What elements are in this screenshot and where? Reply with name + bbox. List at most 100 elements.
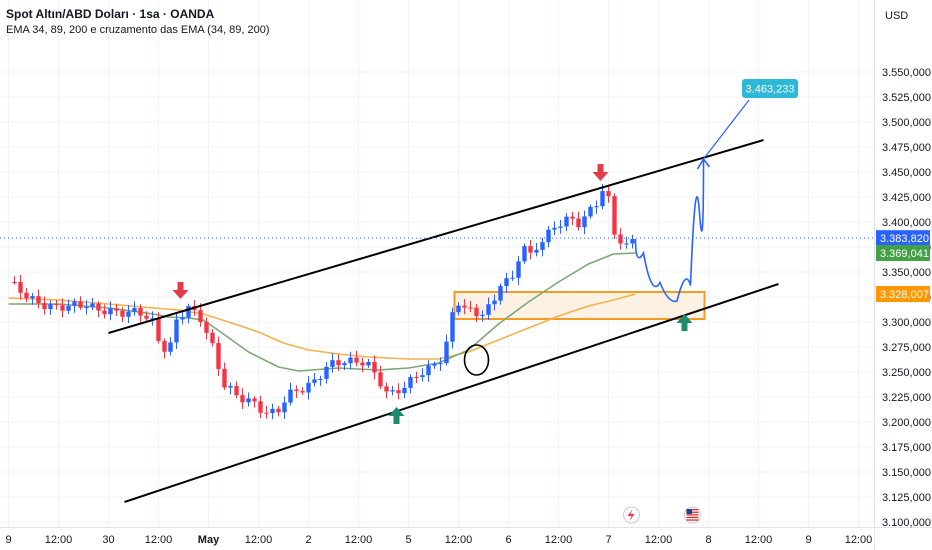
candle[interactable] bbox=[492, 300, 497, 305]
candle[interactable] bbox=[582, 216, 587, 228]
candle[interactable] bbox=[42, 303, 47, 310]
candle[interactable] bbox=[474, 307, 479, 316]
candle[interactable] bbox=[540, 242, 545, 250]
candle[interactable] bbox=[102, 310, 107, 315]
candle[interactable] bbox=[462, 305, 467, 308]
candle[interactable] bbox=[420, 375, 425, 378]
candle[interactable] bbox=[390, 390, 395, 392]
candle[interactable] bbox=[558, 226, 563, 228]
candle[interactable] bbox=[294, 389, 299, 392]
candle[interactable] bbox=[36, 296, 41, 304]
candle[interactable] bbox=[564, 216, 569, 227]
candle[interactable] bbox=[318, 378, 323, 380]
candle[interactable] bbox=[516, 261, 521, 278]
candle[interactable] bbox=[378, 372, 383, 387]
candle[interactable] bbox=[12, 282, 17, 283]
candle[interactable] bbox=[414, 377, 419, 379]
candle[interactable] bbox=[402, 387, 407, 394]
candle[interactable] bbox=[210, 332, 215, 344]
candle[interactable] bbox=[330, 360, 335, 367]
target-price-badge[interactable]: 3.463,233 bbox=[742, 79, 798, 98]
candle[interactable] bbox=[222, 368, 227, 388]
candle[interactable] bbox=[96, 303, 101, 311]
candle[interactable] bbox=[426, 365, 431, 376]
candle[interactable] bbox=[588, 206, 593, 217]
candle[interactable] bbox=[522, 246, 527, 262]
candle[interactable] bbox=[324, 366, 329, 379]
candle[interactable] bbox=[468, 307, 473, 309]
candle[interactable] bbox=[612, 196, 617, 235]
candle[interactable] bbox=[228, 386, 233, 388]
ema-cross-circle[interactable] bbox=[463, 344, 490, 376]
candle[interactable] bbox=[174, 319, 179, 343]
candle[interactable] bbox=[594, 206, 599, 208]
us-flag-icon[interactable] bbox=[684, 506, 701, 524]
candle[interactable] bbox=[600, 191, 605, 207]
candle[interactable] bbox=[246, 398, 251, 403]
time-axis[interactable]: 9 12:00 30 12:00 May 12:00 2 12:00 5 12:00 6 12:00 7… bbox=[5, 534, 872, 546]
candle[interactable] bbox=[216, 343, 221, 369]
candle[interactable] bbox=[354, 357, 359, 363]
support-zone[interactable] bbox=[453, 291, 706, 320]
candle[interactable] bbox=[432, 363, 437, 366]
candle[interactable] bbox=[348, 357, 353, 364]
candle[interactable] bbox=[528, 246, 533, 253]
candle[interactable] bbox=[276, 408, 281, 413]
candle[interactable] bbox=[156, 318, 161, 341]
candle[interactable] bbox=[282, 402, 287, 413]
candle[interactable] bbox=[450, 312, 455, 342]
candle[interactable] bbox=[18, 282, 23, 293]
symbol-title[interactable]: Spot Altın/ABD Doları · 1sa · OANDA bbox=[6, 7, 215, 21]
candle[interactable] bbox=[552, 227, 557, 230]
candle[interactable] bbox=[30, 296, 35, 299]
candle[interactable] bbox=[306, 382, 311, 393]
candle[interactable] bbox=[504, 278, 509, 286]
candle[interactable] bbox=[384, 386, 389, 392]
candle[interactable] bbox=[168, 342, 173, 352]
lightning-icon[interactable] bbox=[623, 506, 640, 524]
candle[interactable] bbox=[180, 317, 185, 320]
candle[interactable] bbox=[486, 304, 491, 315]
candle[interactable] bbox=[444, 341, 449, 364]
candle[interactable] bbox=[270, 408, 275, 414]
candle[interactable] bbox=[438, 363, 443, 365]
candle[interactable] bbox=[234, 386, 239, 396]
candle[interactable] bbox=[312, 379, 317, 383]
candle[interactable] bbox=[144, 315, 149, 319]
candle[interactable] bbox=[546, 229, 551, 243]
candle[interactable] bbox=[456, 305, 461, 313]
candle[interactable] bbox=[408, 377, 413, 388]
candle[interactable] bbox=[624, 243, 629, 245]
candle[interactable] bbox=[606, 191, 611, 197]
candle[interactable] bbox=[48, 304, 53, 310]
candle[interactable] bbox=[24, 292, 29, 299]
candle[interactable] bbox=[186, 306, 191, 318]
candle[interactable] bbox=[78, 301, 83, 308]
candle[interactable] bbox=[510, 277, 515, 279]
candle[interactable] bbox=[138, 307, 143, 316]
price-axis[interactable]: USD 3.550,000 3.525,000 3.500,000 3.475,000 3… bbox=[876, 10, 931, 529]
candle[interactable] bbox=[570, 216, 575, 219]
candle[interactable] bbox=[84, 307, 89, 309]
candle[interactable] bbox=[336, 360, 341, 366]
candle[interactable] bbox=[498, 285, 503, 301]
candle[interactable] bbox=[120, 310, 125, 317]
candle[interactable] bbox=[72, 301, 77, 306]
candle[interactable] bbox=[480, 314, 485, 316]
channel-lower-line[interactable] bbox=[124, 283, 779, 503]
candle[interactable] bbox=[90, 303, 95, 308]
candle[interactable] bbox=[54, 304, 59, 306]
candle[interactable] bbox=[240, 395, 245, 403]
projection-path[interactable] bbox=[634, 158, 705, 303]
candle[interactable] bbox=[288, 389, 293, 403]
candle[interactable] bbox=[150, 318, 155, 320]
candle[interactable] bbox=[534, 249, 539, 253]
candle[interactable] bbox=[198, 310, 203, 322]
candle[interactable] bbox=[342, 363, 347, 366]
candle[interactable] bbox=[60, 305, 65, 311]
candle[interactable] bbox=[576, 218, 581, 228]
candle[interactable] bbox=[126, 311, 131, 317]
candle[interactable] bbox=[264, 412, 269, 414]
